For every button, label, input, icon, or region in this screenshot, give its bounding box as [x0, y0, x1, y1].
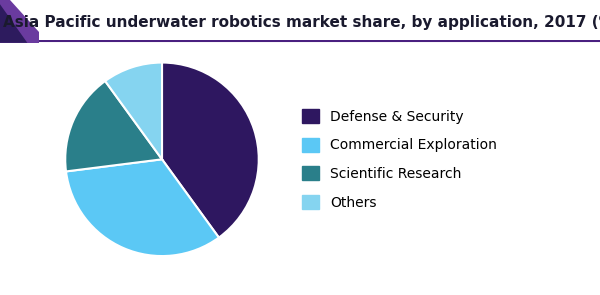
- Wedge shape: [66, 159, 219, 256]
- Wedge shape: [162, 63, 259, 237]
- Polygon shape: [0, 4, 28, 43]
- Text: Asia Pacific underwater robotics market share, by application, 2017 (%): Asia Pacific underwater robotics market …: [3, 15, 600, 30]
- Legend: Defense & Security, Commercial Exploration, Scientific Research, Others: Defense & Security, Commercial Explorati…: [302, 109, 497, 210]
- Wedge shape: [65, 81, 162, 171]
- Polygon shape: [10, 0, 39, 32]
- FancyBboxPatch shape: [0, 0, 39, 43]
- Wedge shape: [105, 63, 162, 159]
